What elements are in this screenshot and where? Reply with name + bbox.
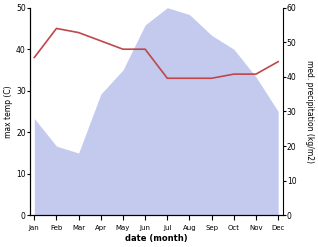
Y-axis label: med. precipitation (kg/m2): med. precipitation (kg/m2) <box>305 60 314 163</box>
X-axis label: date (month): date (month) <box>125 234 188 243</box>
Y-axis label: max temp (C): max temp (C) <box>4 85 13 138</box>
